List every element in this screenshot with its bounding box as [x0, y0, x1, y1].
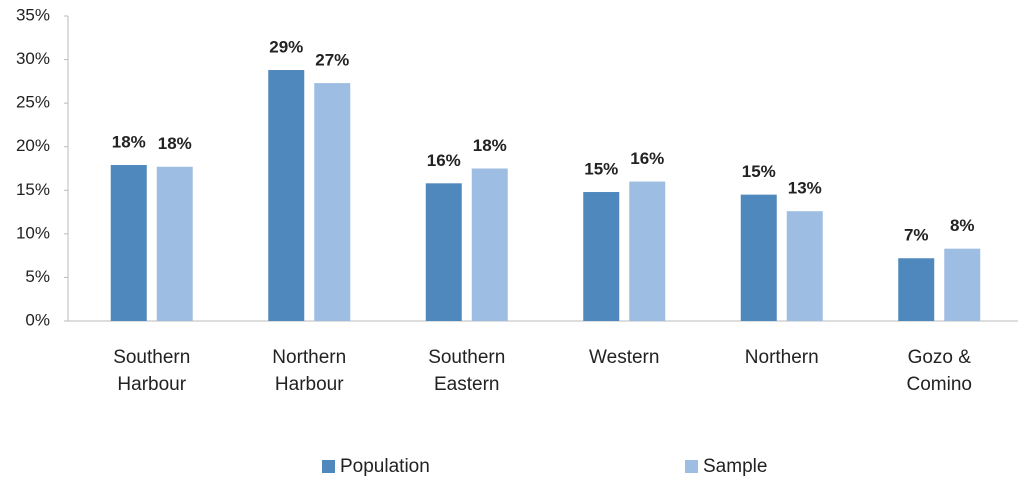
y-tick-label: 10% [16, 223, 50, 242]
x-tick-label: Southern Eastern [428, 347, 506, 395]
bar [314, 83, 351, 321]
bar [740, 194, 777, 321]
data-label: 7% [904, 226, 929, 245]
bar [786, 211, 823, 321]
bar [156, 166, 193, 321]
data-label: 27% [315, 51, 349, 70]
data-label: 16% [427, 151, 461, 170]
x-tick-label: Northern [744, 347, 819, 368]
legend-label: Population [340, 456, 430, 477]
y-tick-label: 20% [16, 136, 50, 155]
data-label: 15% [742, 162, 776, 181]
bar [268, 70, 305, 322]
y-tick-label: 35% [16, 5, 50, 24]
bar [583, 192, 620, 321]
y-tick-label: 0% [25, 310, 50, 329]
x-tick-label: Western [589, 347, 660, 368]
bar [944, 248, 981, 321]
x-tick-label: Northern Harbour [272, 347, 347, 395]
data-label: 15% [584, 160, 618, 179]
y-tick-label: 15% [16, 180, 50, 199]
data-label: 8% [950, 216, 975, 235]
data-label: 13% [788, 179, 822, 198]
data-label: 18% [473, 136, 507, 155]
bar [425, 183, 462, 321]
legend-swatch [322, 460, 335, 473]
legend-label: Sample [703, 456, 767, 477]
data-label: 16% [630, 149, 664, 168]
x-tick-label: Gozo & Comino [906, 347, 972, 395]
bar [898, 258, 935, 321]
bar [629, 181, 666, 321]
y-tick-label: 25% [16, 93, 50, 112]
x-tick-label: Southern Harbour [113, 347, 191, 395]
data-label: 29% [269, 38, 303, 57]
y-tick-label: 5% [25, 267, 50, 286]
bar [471, 168, 508, 321]
bar [110, 165, 147, 321]
data-label: 18% [112, 132, 146, 151]
data-label: 18% [158, 134, 192, 153]
legend-swatch [685, 460, 698, 473]
y-tick-label: 30% [16, 49, 50, 68]
